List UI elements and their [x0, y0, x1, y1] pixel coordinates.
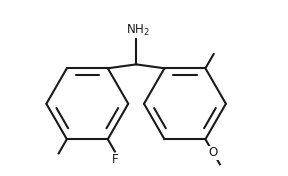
Text: F: F: [111, 153, 118, 166]
Text: O: O: [209, 146, 218, 159]
Text: NH$_2$: NH$_2$: [126, 23, 149, 38]
